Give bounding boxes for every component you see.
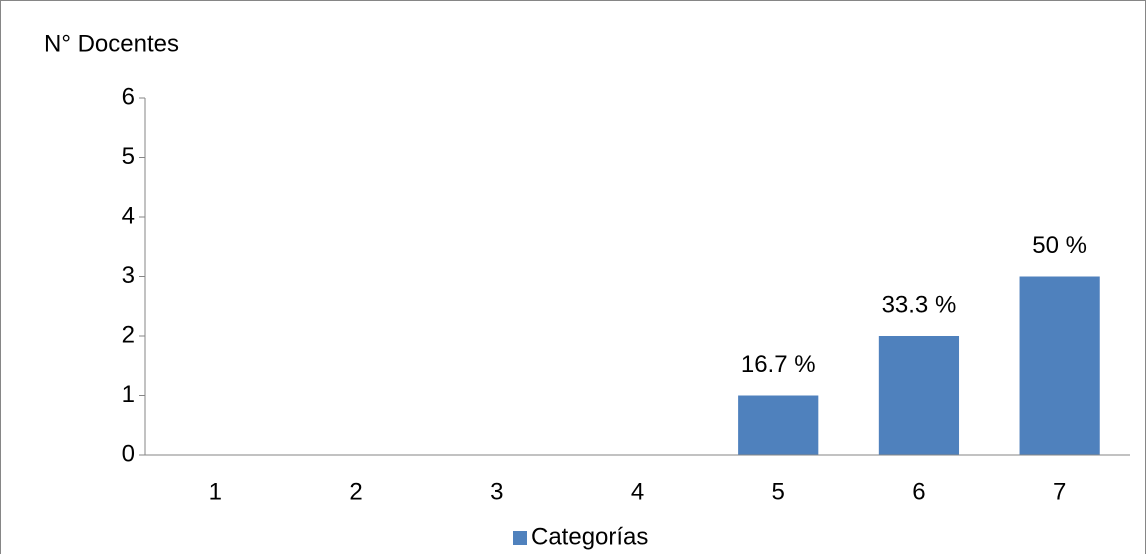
y-tick-label: 4 (122, 202, 135, 229)
y-tick-label: 2 (122, 321, 135, 348)
bar (878, 336, 960, 455)
data-label: 16.7 % (741, 351, 816, 378)
data-label: 33.3 % (882, 291, 957, 318)
x-tick-label: 5 (772, 478, 785, 505)
x-tick-label: 3 (490, 478, 503, 505)
bar (1019, 276, 1100, 455)
y-tick-label: 5 (122, 143, 135, 170)
legend-label: Categorías (531, 523, 648, 550)
legend-swatch (513, 531, 527, 545)
data-label: 50 % (1032, 232, 1087, 259)
y-axis-label: N° Docentes (44, 30, 179, 57)
x-tick-label: 7 (1053, 478, 1066, 505)
y-tick-label: 6 (122, 83, 135, 110)
x-tick-label: 6 (912, 478, 925, 505)
x-tick-label: 4 (631, 478, 644, 505)
y-tick-label: 1 (122, 381, 135, 408)
y-tick-label: 0 (122, 440, 135, 467)
x-tick-label: 2 (349, 478, 362, 505)
x-tick-label: 1 (209, 478, 222, 505)
bar (738, 395, 819, 455)
y-tick-label: 3 (122, 262, 135, 289)
